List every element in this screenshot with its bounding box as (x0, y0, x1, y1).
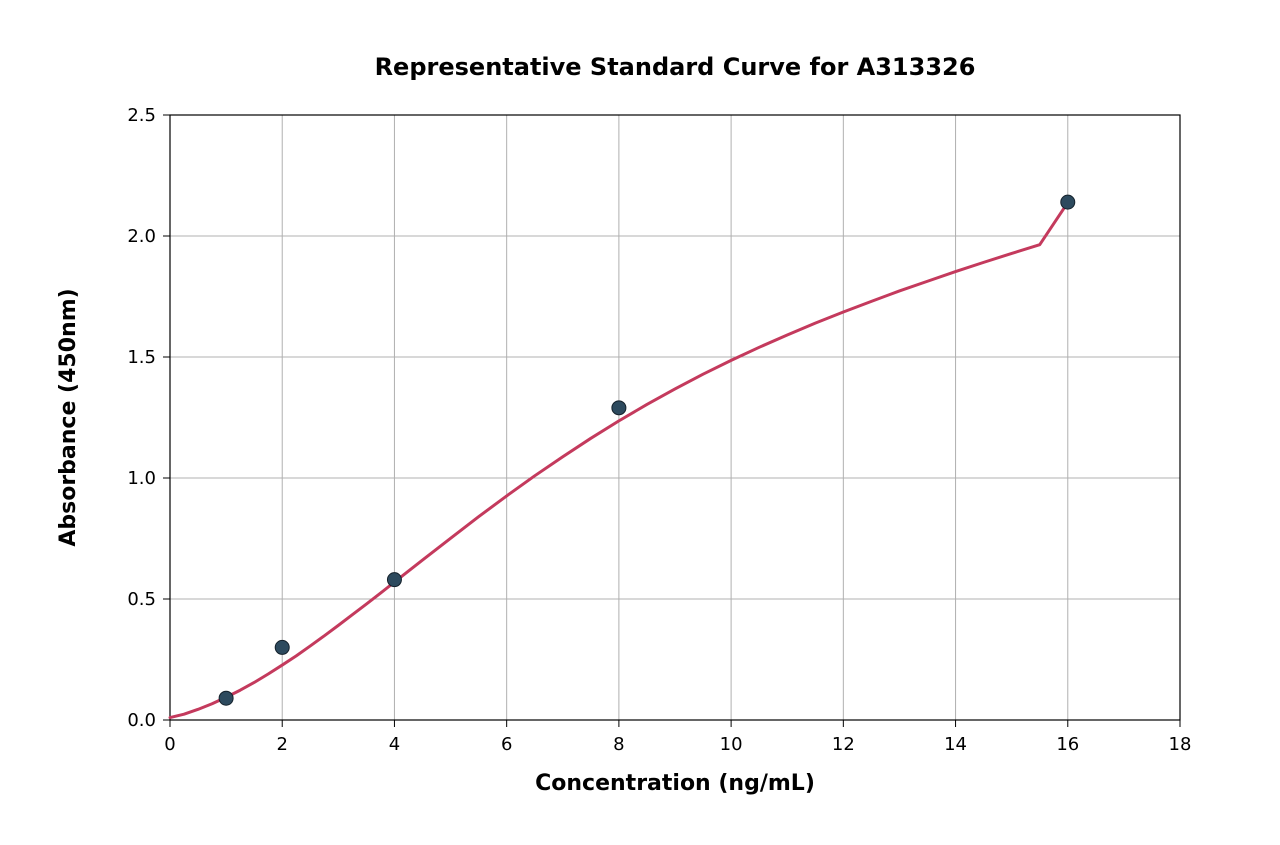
x-tick-label: 10 (720, 734, 743, 755)
plot-area (170, 115, 1180, 720)
x-axis-label: Concentration (ng/mL) (535, 771, 815, 796)
y-tick-label: 2.5 (127, 105, 156, 126)
y-tick-label: 1.0 (127, 468, 156, 489)
data-point (612, 401, 626, 415)
y-tick-label: 2.0 (127, 226, 156, 247)
x-tick-label: 0 (164, 734, 175, 755)
x-tick-label: 4 (389, 734, 400, 755)
x-tick-label: 12 (832, 734, 855, 755)
x-tick-label: 8 (613, 734, 624, 755)
standard-curve-chart: 0 2 4 6 8 10 12 14 16 18 0.0 0.5 1.0 1.5 2.0 2.5 Represe… (0, 0, 1280, 845)
x-tick-label: 16 (1056, 734, 1079, 755)
data-point (387, 573, 401, 587)
y-tick-label: 1.5 (127, 347, 156, 368)
data-point (219, 691, 233, 705)
y-tick-label: 0.0 (127, 710, 156, 731)
x-tick-label: 14 (944, 734, 967, 755)
x-tick-label: 6 (501, 734, 512, 755)
data-point (1061, 195, 1075, 209)
y-tick-label: 0.5 (127, 589, 156, 610)
y-axis-label: Absorbance (450nm) (56, 288, 81, 546)
data-point (275, 640, 289, 654)
chart-container: 0 2 4 6 8 10 12 14 16 18 0.0 0.5 1.0 1.5 2.0 2.5 Represe… (0, 0, 1280, 845)
x-tick-label: 2 (276, 734, 287, 755)
x-tick-label: 18 (1169, 734, 1192, 755)
chart-title: Representative Standard Curve for A31332… (375, 53, 976, 81)
